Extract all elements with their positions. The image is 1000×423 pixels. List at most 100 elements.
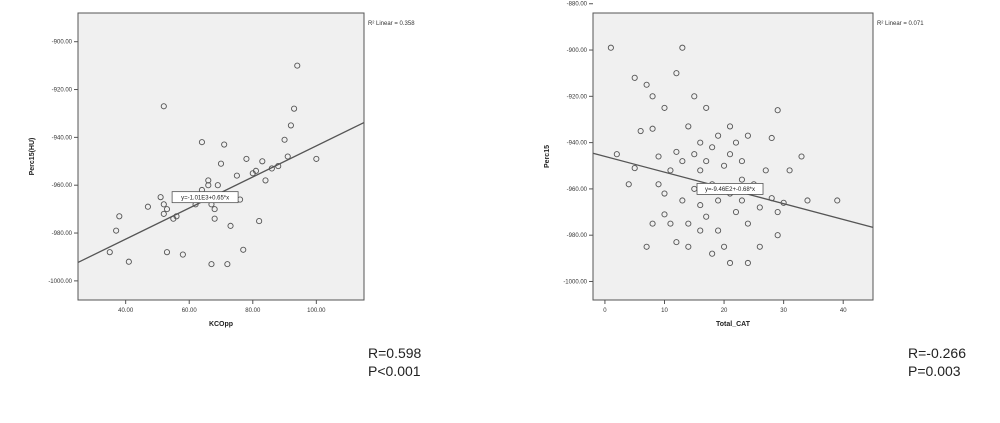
right-data-point [721, 243, 728, 250]
right-data-point [774, 208, 781, 216]
left-data-point [252, 167, 260, 174]
stat-p-left: P<0.001 [368, 363, 421, 379]
right-data-point [679, 44, 686, 51]
left-data-point [233, 172, 240, 179]
right-data-point [709, 144, 716, 151]
right-y-tick-label: -940.00 [567, 141, 588, 147]
left-data-point [291, 105, 298, 112]
left-x-tick-label: 80.00 [245, 308, 261, 314]
left-data-point [259, 158, 266, 165]
left-data-point [198, 139, 205, 146]
right-data-point [673, 148, 680, 155]
left-data-point [224, 261, 231, 268]
right-data-point [697, 167, 704, 174]
left-x-tick-label: 40.00 [118, 308, 134, 314]
left-data-point [268, 165, 275, 172]
left-data-point [173, 213, 180, 220]
left-fit-equation-box [171, 191, 239, 204]
left-data-point [240, 246, 247, 253]
left-y-tick-label: -920.00 [52, 88, 73, 94]
right-data-point [697, 227, 704, 234]
left-data-point [284, 153, 291, 160]
right-data-point [631, 165, 638, 172]
right-data-point [697, 202, 704, 209]
right-data-point [762, 167, 769, 174]
right-y-tick-label: -900.00 [567, 48, 588, 54]
left-data-point [208, 261, 215, 268]
left-x-axis-label: KCOpp [209, 321, 233, 328]
left-data-point [256, 218, 263, 225]
right-data-point [726, 151, 734, 158]
right-data-point [703, 158, 710, 165]
right-data-point [655, 153, 662, 160]
left-fit-equation: y=-1.01E3+0.65*x [181, 195, 229, 201]
right-data-point [673, 70, 680, 77]
right-x-axis-label: Total_CAT [716, 321, 751, 328]
left-data-point [116, 213, 123, 220]
stat-p-right: P=0.003 [908, 363, 961, 379]
left-data-point [160, 201, 167, 208]
left-data-point [160, 103, 167, 110]
right-data-point [607, 44, 614, 51]
right-data-point [804, 197, 811, 204]
right-x-tick-label: 20 [721, 308, 728, 314]
left-y-tick-label: -960.00 [52, 183, 73, 189]
right-data-point [834, 197, 841, 204]
right-data-point [756, 204, 763, 211]
right-data-point [715, 227, 722, 234]
right-y-tick-label: -920.00 [567, 94, 588, 100]
right-data-point [744, 220, 751, 227]
right-y-axis-label: Perc15 [544, 145, 551, 168]
right-data-point [625, 181, 632, 188]
left-data-point [113, 227, 120, 234]
right-data-point [715, 132, 722, 139]
right-x-tick-label: 30 [780, 308, 787, 314]
left-data-point [281, 136, 288, 143]
left-x-tick-label: 60.00 [182, 308, 198, 314]
right-data-point [679, 197, 686, 204]
right-data-point [631, 74, 638, 81]
right-data-point [768, 195, 775, 202]
left-data-point [313, 155, 320, 162]
stat-r-left: R=0.598 [368, 345, 422, 361]
right-x-tick-label: 0 [603, 308, 607, 314]
right-data-point [637, 127, 644, 135]
right-r2-label: R² Linear = 0.071 [877, 21, 924, 27]
left-data-point [217, 160, 225, 167]
right-data-point [768, 134, 775, 142]
left-data-point [262, 177, 269, 184]
right-data-point [661, 211, 668, 218]
left-data-point [243, 155, 250, 162]
left-plot-area [77, 12, 365, 301]
left-data-point [163, 249, 171, 256]
left-y-tick-label: -980.00 [52, 231, 73, 237]
left-data-point [214, 182, 221, 189]
right-data-point [774, 107, 781, 114]
right-data-point [685, 123, 692, 130]
right-data-point [667, 220, 674, 227]
left-y-axis-label: Perc15(HU) [29, 138, 36, 176]
right-data-point [732, 139, 740, 146]
left-y-tick-label: -1000.00 [48, 279, 72, 285]
right-data-point [738, 197, 745, 204]
left-data-point [275, 163, 282, 170]
right-plot-area [592, 12, 874, 301]
right-data-point [697, 139, 704, 146]
right-data-point [774, 232, 781, 239]
right-data-point [649, 93, 656, 100]
right-data-point [721, 162, 728, 169]
right-fit-equation: y=-9.46E2+-0.68*x [705, 187, 755, 193]
right-data-point [715, 197, 722, 204]
right-y-tick-label: -880.00 [567, 2, 588, 8]
left-data-point [221, 141, 228, 148]
right-data-point [649, 220, 656, 227]
right-data-point [685, 220, 692, 227]
right-data-point [798, 153, 805, 160]
stat-r-right: R=-0.266 [908, 345, 966, 361]
right-data-point [726, 259, 734, 267]
left-data-point [160, 210, 167, 217]
right-data-point [643, 243, 650, 250]
right-data-point [744, 259, 751, 267]
right-data-point [738, 176, 745, 183]
